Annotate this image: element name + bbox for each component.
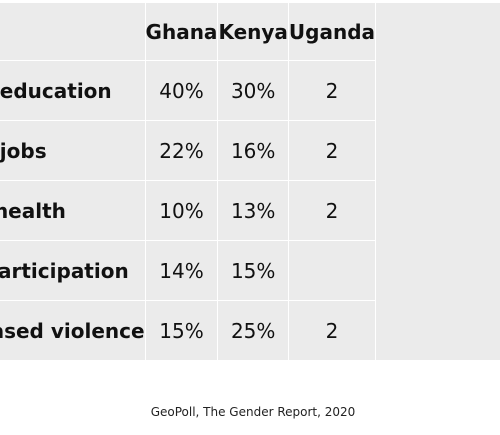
row-label: Political participation (0, 240, 146, 301)
value-cell: 14% (145, 240, 219, 301)
value-cell: 13% (217, 180, 289, 241)
value-cell: 2 (288, 180, 377, 241)
value-cell: 15% (145, 300, 219, 360)
header-cell-kenya: Kenya (217, 3, 289, 61)
comparison-table-container: Ghana Kenya Uganda Access to education 4… (0, 3, 500, 360)
comparison-table: Ghana Kenya Uganda Access to education 4… (0, 3, 377, 360)
header-cell-uganda: Uganda (288, 3, 377, 61)
header-cell-ghana: Ghana (145, 3, 219, 61)
row-label: Maternal health (0, 180, 146, 241)
value-cell: 30% (217, 60, 289, 121)
table-row: Access to education 40% 30% 2 (0, 60, 377, 121)
value-cell: 2 (288, 120, 377, 181)
value-cell: 2 (288, 300, 377, 360)
row-label: Gender-based violence (0, 300, 146, 360)
table-header-row: Ghana Kenya Uganda (0, 3, 377, 61)
table-row: Political participation 14% 15% (0, 240, 377, 301)
header-cell-empty (0, 3, 146, 61)
value-cell: 25% (217, 300, 289, 360)
value-cell: 15% (217, 240, 289, 301)
source-caption: GeoPoll, The Gender Report, 2020 (150, 405, 356, 419)
value-cell (288, 240, 377, 301)
table-row: Maternal health 10% 13% 2 (0, 180, 377, 241)
row-label: Access to jobs (0, 120, 146, 181)
table-row: Access to jobs 22% 16% 2 (0, 120, 377, 181)
row-label: Access to education (0, 60, 146, 121)
value-cell: 22% (145, 120, 219, 181)
value-cell: 16% (217, 120, 289, 181)
table-row: Gender-based violence 15% 25% 2 (0, 300, 377, 360)
value-cell: 10% (145, 180, 219, 241)
value-cell: 2 (288, 60, 377, 121)
value-cell: 40% (145, 60, 219, 121)
